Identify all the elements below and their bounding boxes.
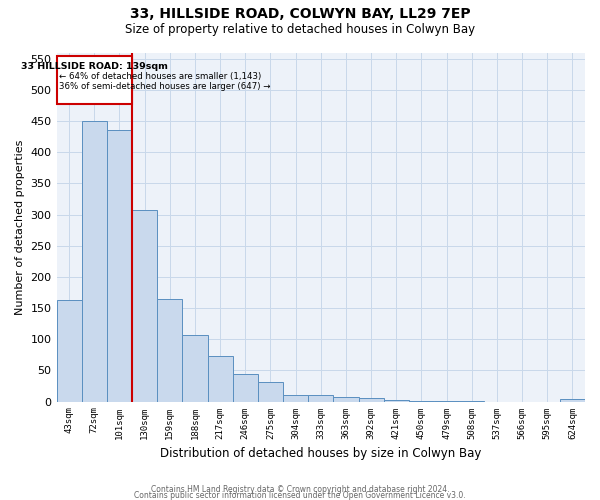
Bar [308, 396, 334, 402]
Text: 33 HILLSIDE ROAD: 139sqm: 33 HILLSIDE ROAD: 139sqm [21, 62, 168, 71]
Bar [233, 374, 258, 402]
Bar [560, 399, 585, 402]
Text: Contains HM Land Registry data © Crown copyright and database right 2024.: Contains HM Land Registry data © Crown c… [151, 485, 449, 494]
Bar [182, 336, 208, 402]
FancyBboxPatch shape [56, 56, 132, 104]
Bar [359, 398, 383, 402]
Bar [157, 298, 182, 402]
Bar [334, 396, 359, 402]
Text: Contains public sector information licensed under the Open Government Licence v3: Contains public sector information licen… [134, 491, 466, 500]
Bar [258, 382, 283, 402]
Bar [208, 356, 233, 402]
Bar [459, 401, 484, 402]
Bar [132, 210, 157, 402]
Text: Size of property relative to detached houses in Colwyn Bay: Size of property relative to detached ho… [125, 22, 475, 36]
Bar [434, 401, 459, 402]
Bar [56, 300, 82, 402]
Bar [82, 121, 107, 402]
Bar [409, 401, 434, 402]
Text: 33, HILLSIDE ROAD, COLWYN BAY, LL29 7EP: 33, HILLSIDE ROAD, COLWYN BAY, LL29 7EP [130, 8, 470, 22]
Text: 36% of semi-detached houses are larger (647) →: 36% of semi-detached houses are larger (… [59, 82, 270, 92]
Bar [107, 130, 132, 402]
X-axis label: Distribution of detached houses by size in Colwyn Bay: Distribution of detached houses by size … [160, 447, 481, 460]
Text: ← 64% of detached houses are smaller (1,143): ← 64% of detached houses are smaller (1,… [59, 72, 261, 82]
Y-axis label: Number of detached properties: Number of detached properties [15, 140, 25, 314]
Bar [283, 396, 308, 402]
Bar [383, 400, 409, 402]
